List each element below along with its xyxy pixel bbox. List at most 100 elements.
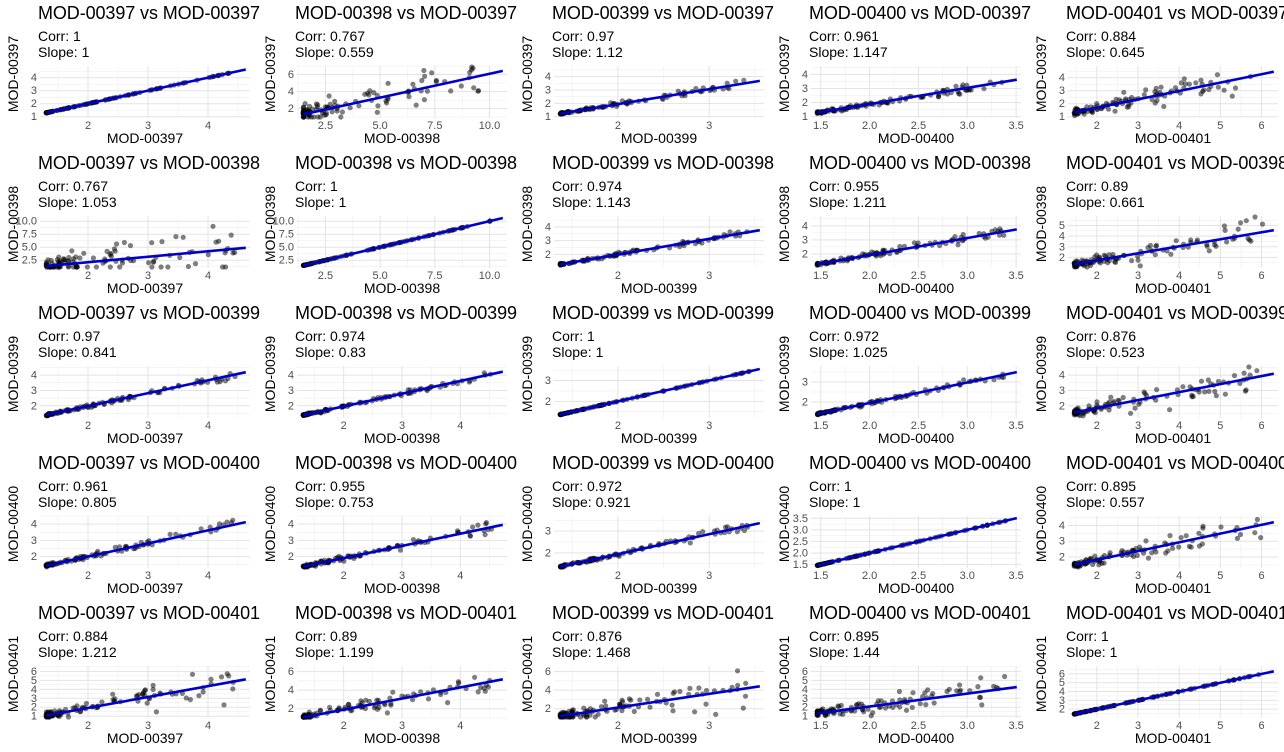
data-point <box>410 81 416 87</box>
data-point <box>1080 413 1086 419</box>
fit-line <box>817 78 1018 114</box>
y-tick-label: 3 <box>545 526 551 538</box>
plot-area: 2.5 5.0 7.5 10.02.55.07.510.0MOD-00398MOD-0… <box>262 186 507 296</box>
slope-label: Slope: 1.211 <box>809 194 887 210</box>
y-tick-label: 2 <box>545 98 551 110</box>
data-point <box>1201 87 1207 93</box>
slope-label: Slope: 0.661 <box>1066 194 1145 210</box>
data-point <box>836 704 842 710</box>
data-point <box>1200 523 1206 529</box>
y-tick-label: 3 <box>31 693 37 705</box>
data-point <box>1167 533 1173 539</box>
panel-stats: Corr: 0.974 Slope: 0.83 <box>295 328 366 360</box>
y-axis-label: MOD-00397 <box>262 36 278 112</box>
x-axis-label: MOD-00398 <box>364 280 440 296</box>
x-tick-label: 2.5 <box>911 120 926 132</box>
data-point <box>696 530 702 537</box>
corr-label: Corr: 0.767 <box>38 178 109 194</box>
x-axis-label: MOD-00397 <box>107 580 183 596</box>
panel-stats: Corr: 1 Slope: 1 <box>809 478 860 510</box>
data-point <box>856 701 862 707</box>
fit-line <box>1074 228 1275 266</box>
data-point <box>165 264 171 270</box>
x-tick-label: 6 <box>1258 720 1264 732</box>
data-point <box>1176 544 1182 550</box>
data-point <box>677 688 683 695</box>
corr-label: Corr: 0.974 <box>295 328 366 344</box>
x-tick-label: 4 <box>205 420 211 432</box>
plot-area: 2 3 2 3 4 MOD-00399 MOD-00398 <box>519 186 764 296</box>
x-tick-label: 2 <box>615 720 621 732</box>
fit-line <box>560 685 760 718</box>
x-tick-label: 3 <box>145 270 151 282</box>
data-point <box>645 696 651 702</box>
data-point <box>456 680 462 686</box>
data-point <box>113 241 120 247</box>
slope-label: Slope: 1 <box>295 194 347 210</box>
y-tick-label: 6 <box>802 666 808 678</box>
scatter-panel: MOD-00397 vs MOD-00398 Corr: 0.767 Slope: … <box>0 150 260 300</box>
panel-stats: Corr: 0.884 Slope: 1.212 <box>38 628 117 660</box>
corr-label: Corr: 1 <box>809 478 852 494</box>
data-point <box>311 114 317 120</box>
data-point <box>83 700 89 707</box>
slope-label: Slope: 1 <box>1066 644 1118 660</box>
panel-title: MOD-00399 vs MOD-00400 <box>552 453 774 473</box>
panel-stats: Corr: 0.972 Slope: 0.921 <box>552 478 631 510</box>
fit-line <box>302 216 504 267</box>
data-point <box>93 264 99 270</box>
plot-area: 2 3 2 3 MOD-00399 MOD-00399 <box>519 336 764 446</box>
plot-area: 1.5 2.0 2.5 3.0 3.51.52.02.53.03.5MOD-00400M… <box>776 486 1024 596</box>
data-point <box>81 250 87 256</box>
x-tick-label: 7.5 <box>427 120 442 132</box>
data-point <box>1202 389 1208 395</box>
data-point <box>840 711 846 717</box>
x-tick-label: 4 <box>1176 570 1182 582</box>
data-point <box>1149 97 1155 103</box>
y-axis-label: MOD-00400 <box>519 486 535 562</box>
x-tick-label: 2 <box>341 420 347 432</box>
y-axis-label: MOD-00400 <box>1033 486 1049 562</box>
data-point <box>470 524 476 530</box>
data-point <box>954 688 960 694</box>
x-tick-label: 3 <box>145 120 151 132</box>
data-point <box>1123 96 1129 102</box>
panel-stats: Corr: 0.961 Slope: 1.147 <box>809 28 888 60</box>
fit-line <box>817 685 1017 715</box>
data-point <box>142 687 148 693</box>
data-point <box>1141 92 1147 98</box>
data-point <box>385 80 391 86</box>
data-point <box>471 85 477 91</box>
panel-title: MOD-00400 vs MOD-00401 <box>809 603 1031 623</box>
data-point <box>221 702 227 708</box>
data-point <box>384 710 390 716</box>
y-tick-label: 3 <box>802 693 808 705</box>
panel-title: MOD-00397 vs MOD-00398 <box>38 153 260 173</box>
data-point <box>382 702 388 708</box>
y-axis-label: MOD-00401 <box>776 636 792 712</box>
y-tick-label: 3 <box>31 85 37 97</box>
x-tick-label: 2.5 <box>318 270 333 282</box>
data-point <box>1137 263 1143 269</box>
x-tick-label: 3 <box>399 720 405 732</box>
y-tick-label: 6 <box>288 69 294 81</box>
data-point <box>153 709 159 715</box>
data-point <box>425 696 432 702</box>
data-point <box>952 234 958 240</box>
data-point <box>144 700 150 706</box>
data-point <box>1170 545 1176 551</box>
x-axis-label: MOD-00401 <box>1135 130 1211 146</box>
data-point <box>930 690 936 697</box>
fit-line <box>303 370 504 417</box>
panel-title: MOD-00401 vs MOD-00398 <box>1066 153 1284 173</box>
data-point <box>981 86 987 92</box>
y-tick-label: 3 <box>545 375 551 387</box>
x-tick-label: 3 <box>1135 120 1141 132</box>
data-point <box>1178 80 1184 86</box>
panel-title: MOD-00397 vs MOD-00400 <box>38 453 260 473</box>
data-point <box>149 240 155 246</box>
data-point <box>603 703 609 709</box>
fit-line <box>303 523 504 568</box>
